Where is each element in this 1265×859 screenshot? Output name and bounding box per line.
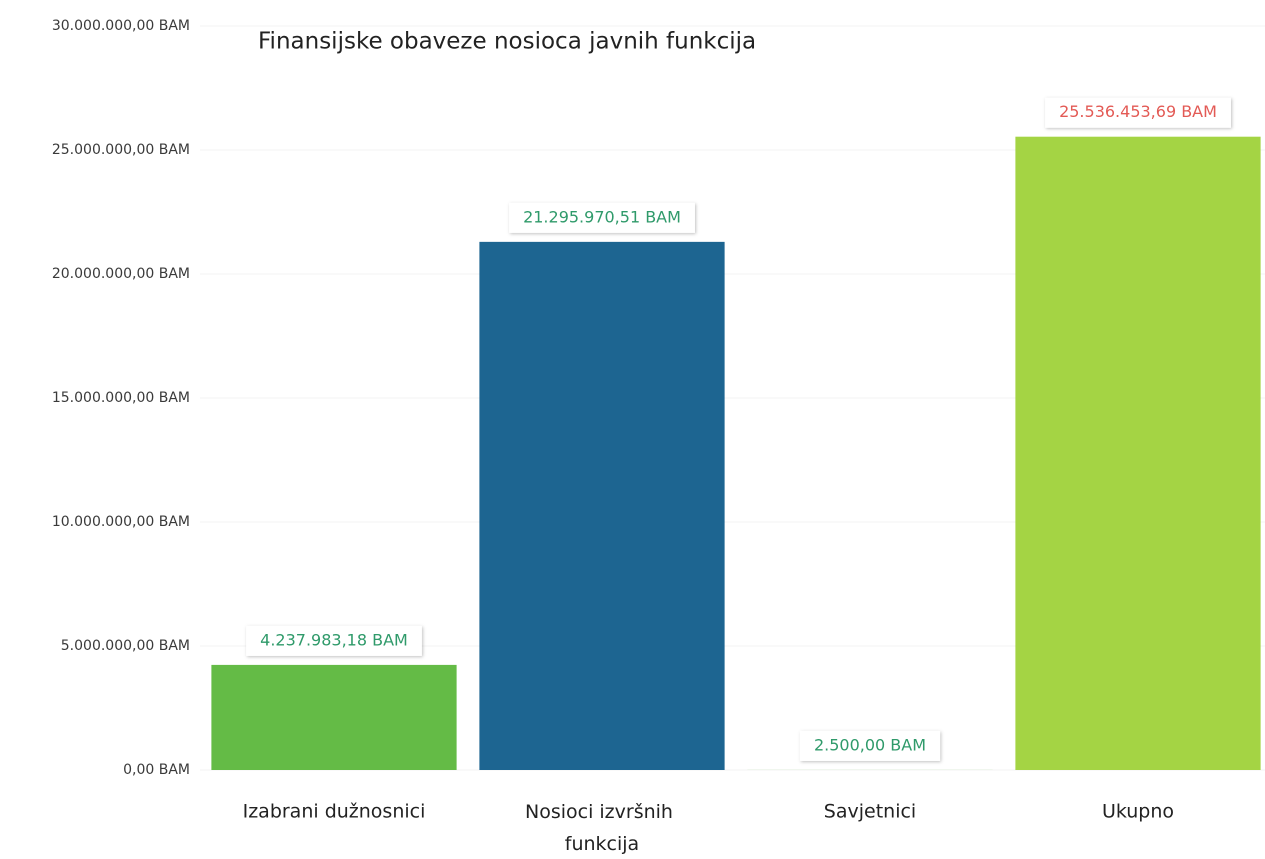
value-label-box (246, 625, 422, 656)
x-tick-label: Nosioci izvršnih funkcija (525, 801, 679, 855)
value-label-text: 21.295.970,51 BAM (523, 207, 681, 226)
x-tick-label-line: funkcija (565, 833, 639, 855)
value-label-box (1045, 97, 1231, 128)
value-label-box (799, 730, 941, 761)
y-tick-label: 10.000.000,00 BAM (52, 514, 190, 530)
value-label: 25.536.453,69 BAM (1045, 97, 1231, 128)
bar (211, 664, 457, 770)
x-tick-label: Ukupno (1102, 801, 1174, 823)
value-label-text: 25.536.453,69 BAM (1059, 102, 1217, 121)
value-label: 4.237.983,18 BAM (246, 625, 422, 656)
bar (1015, 136, 1261, 771)
chart-title: Finansijske obaveze nosioca javnih funkc… (258, 29, 756, 55)
x-tick-label: Savjetnici (824, 801, 916, 823)
value-label-box (509, 202, 695, 233)
y-tick-label: 5.000.000,00 BAM (61, 638, 190, 654)
bar (479, 241, 725, 770)
y-tick-label: 20.000.000,00 BAM (52, 266, 190, 282)
y-tick-label: 25.000.000,00 BAM (52, 142, 190, 158)
x-tick-label: Izabrani dužnosnici (243, 801, 426, 823)
y-tick-label: 30.000.000,00 BAM (52, 18, 190, 34)
x-tick-label-line: Nosioci izvršnih (525, 801, 679, 823)
value-label: 21.295.970,51 BAM (509, 202, 695, 233)
y-tick-label: 0,00 BAM (123, 762, 190, 778)
value-label: 2.500,00 BAM (799, 730, 941, 761)
value-label-text: 4.237.983,18 BAM (260, 630, 408, 649)
y-tick-label: 15.000.000,00 BAM (52, 390, 190, 406)
value-label-text: 2.500,00 BAM (814, 735, 926, 754)
